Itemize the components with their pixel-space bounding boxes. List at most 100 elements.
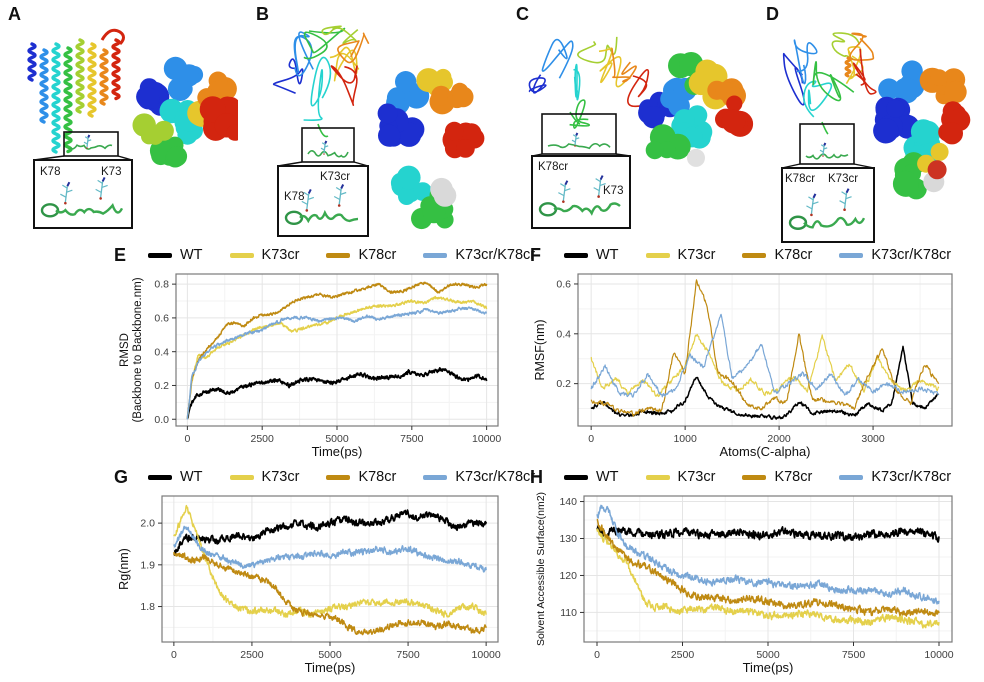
y-tick-label: 0.6 xyxy=(556,279,571,291)
legend-item-k73cr: K73cr xyxy=(645,469,716,485)
legend-label: K73cr xyxy=(261,247,300,263)
chart-panel-rg: G WT K73cr K78cr K73cr/K78cr 0 2500 5000 7500 1… xyxy=(114,466,535,680)
zoom-source-box xyxy=(63,131,119,157)
y-tick-label: 120 xyxy=(559,570,577,582)
legend-item-wt: WT xyxy=(148,469,203,485)
zoom-source-box xyxy=(799,123,855,165)
legend-swatch xyxy=(564,474,588,480)
legend-label: K78cr xyxy=(358,247,397,263)
series-line-k73cr-k78cr xyxy=(186,306,488,420)
y-tick-label: 1.9 xyxy=(140,559,155,571)
inset-box xyxy=(277,165,369,237)
structure-panel-b: B K78 K73cr xyxy=(248,4,488,244)
legend-item-k73cr: K73cr xyxy=(645,247,716,263)
structure-panel-d: D K78cr K73cr xyxy=(760,4,982,256)
y-axis-title: RMSF(nm) xyxy=(533,319,547,380)
x-tick-label: 5000 xyxy=(756,649,780,661)
series-line-k73cr-k78cr xyxy=(173,525,487,573)
y-tick-label: 0.6 xyxy=(154,313,169,325)
legend-swatch xyxy=(423,252,448,258)
panel-label-d: D xyxy=(766,4,779,24)
surface-structure xyxy=(132,56,238,168)
structure-panel-a: A K78 K73 xyxy=(6,4,238,244)
chart-F-plot: 0 1000 2000 3000 0.2 0.4 0.6 Atoms(C-alpha) RMSF… xyxy=(533,273,953,459)
residue-sticks xyxy=(60,176,108,205)
panel-label-a: A xyxy=(8,4,21,24)
legend-swatch xyxy=(564,252,588,258)
chart-header: F WT K73cr K78cr K73cr/K78cr xyxy=(530,244,964,266)
legend-label: K73cr xyxy=(677,247,716,263)
legend-item-k73cr-k78cr: K73cr/K78cr xyxy=(423,469,535,485)
legend-swatch xyxy=(229,252,254,258)
legend-item-k73cr-k78cr: K73cr/K78cr xyxy=(839,247,951,263)
x-tick-label: 7500 xyxy=(400,433,424,445)
series-line-k73cr xyxy=(596,528,940,629)
inset-box xyxy=(33,159,133,229)
y-tick-label: 0.4 xyxy=(154,346,169,358)
zoom-source-box xyxy=(541,113,617,155)
legend-swatch xyxy=(326,474,351,480)
legend-swatch xyxy=(839,474,864,480)
residue-label: K73cr xyxy=(320,171,351,183)
ribbon-structure xyxy=(272,25,370,138)
legend-label: K73cr/K78cr xyxy=(455,469,536,485)
y-tick-label: 0.2 xyxy=(556,378,571,390)
chart-header: E WT K73cr K78cr K73cr/K78cr xyxy=(114,244,535,266)
y-axis-title: Solvent Accessible Surface(nm2) xyxy=(535,492,547,646)
ribbon-structure xyxy=(782,32,877,135)
legend-item-k78cr: K78cr xyxy=(326,469,396,485)
chart-header: H WT K73cr K78cr K73cr/K78cr xyxy=(530,466,964,488)
legend-label: K78cr xyxy=(358,469,397,485)
series-line-wt xyxy=(590,345,940,420)
ribbon-structure xyxy=(528,36,652,129)
chart-panel-rmsf: F WT K73cr K78cr K73cr/K78cr 0 1000 2000 3000 0… xyxy=(530,244,964,464)
x-axis-title: Time(ps) xyxy=(743,660,794,675)
legend-swatch xyxy=(148,474,172,480)
legend-item-wt: WT xyxy=(564,247,619,263)
series-line-k73cr xyxy=(590,333,940,398)
surface-structure xyxy=(377,68,485,230)
x-tick-label: 5000 xyxy=(318,649,342,661)
series-line-wt xyxy=(596,524,940,543)
y-tick-label: 0.2 xyxy=(154,380,169,392)
x-tick-label: 0 xyxy=(171,649,177,661)
legend-item-k78cr: K78cr xyxy=(742,247,812,263)
x-tick-label: 7500 xyxy=(842,649,866,661)
residue-label: K78 xyxy=(284,191,305,203)
x-tick-label: 7500 xyxy=(396,649,420,661)
x-tick-label: 10000 xyxy=(472,433,501,445)
x-tick-label: 3000 xyxy=(861,433,885,445)
inset-box xyxy=(531,155,631,229)
legend-swatch xyxy=(423,474,448,480)
residue-label: K78cr xyxy=(785,173,816,185)
y-tick-label: 140 xyxy=(559,496,577,508)
panel-label-b: B xyxy=(256,4,269,24)
legend-label: K73cr/K78cr xyxy=(871,469,952,485)
series-line-k78cr xyxy=(173,552,487,636)
legend-item-k73cr-k78cr: K73cr/K78cr xyxy=(839,469,951,485)
residue-label: K78 xyxy=(40,166,61,178)
legend-item-k78cr: K78cr xyxy=(326,247,396,263)
x-tick-label: 10000 xyxy=(924,649,953,661)
legend-label: K73cr xyxy=(677,469,716,485)
protein-structure-art-c xyxy=(528,36,754,229)
legend-swatch xyxy=(229,474,254,480)
series-line-k78cr xyxy=(186,281,488,419)
x-tick-label: 1000 xyxy=(673,433,697,445)
legend: WT K73cr K78cr K73cr/K78cr xyxy=(148,469,535,485)
legend-swatch xyxy=(839,252,864,258)
legend-label: K78cr xyxy=(774,247,813,263)
y-axis-title: Rg(nm) xyxy=(117,548,131,590)
residue-sticks xyxy=(806,188,852,217)
x-tick-label: 0 xyxy=(184,433,190,445)
y-tick-label: 0.4 xyxy=(556,328,571,340)
series-line-k73cr xyxy=(173,504,487,619)
legend: WT K73cr K78cr K73cr/K78cr xyxy=(148,247,535,263)
legend-swatch xyxy=(326,252,351,258)
legend-item-k78cr: K78cr xyxy=(742,469,812,485)
y-axis-title: RMSD xyxy=(119,333,131,367)
x-tick-label: 5000 xyxy=(325,433,349,445)
chart-panel-sas: H WT K73cr K78cr K73cr/K78cr 0 2500 5000 7500 1… xyxy=(530,466,964,680)
x-axis-title: Time(ps) xyxy=(305,660,356,675)
